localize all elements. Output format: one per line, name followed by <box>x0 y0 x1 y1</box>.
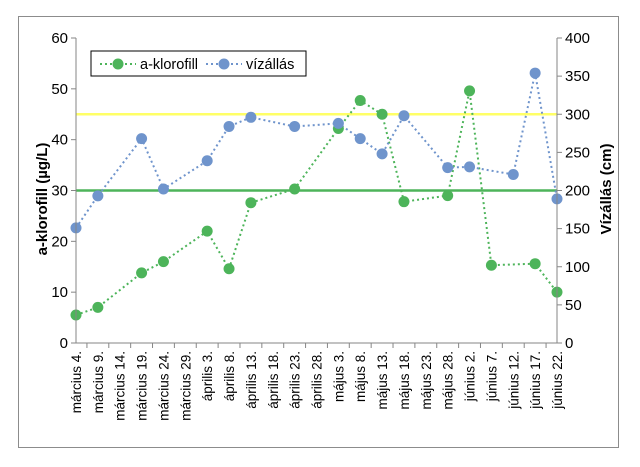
left-axis-ticks: 0 10 20 30 40 50 60 <box>51 30 76 352</box>
x-tick-label: június 17. <box>528 351 543 410</box>
x-tick-label: június 2. <box>463 351 478 402</box>
left-axis-title: a-klorofill (µg/L) <box>34 143 51 256</box>
legend-label-vizallas: vízállás <box>246 57 294 73</box>
left-tick-label: 40 <box>51 132 68 149</box>
data-point-vizallas <box>442 162 454 174</box>
legend-marker-vizallas <box>218 58 230 70</box>
data-point-vizallas <box>136 133 148 145</box>
right-tick-label: 0 <box>565 335 573 352</box>
x-tick-label: június 22. <box>550 351 565 410</box>
right-tick-label: 300 <box>565 106 590 123</box>
x-tick-label: május 13. <box>375 351 390 410</box>
legend-label-a-klorofill: a-klorofill <box>140 57 198 73</box>
data-point-a-klorofill <box>157 256 169 268</box>
data-point-vizallas <box>398 110 410 122</box>
data-point-vizallas <box>529 67 541 79</box>
x-tick-label: május 28. <box>441 351 456 410</box>
data-point-a-klorofill <box>485 259 497 271</box>
right-tick-label: 400 <box>565 30 590 47</box>
x-tick-label: május 3. <box>331 351 346 402</box>
x-tick-label: március 29. <box>178 351 193 421</box>
x-axis-ticks: március 4. március 9. március 14. március 1… <box>69 343 565 421</box>
data-point-a-klorofill <box>398 196 410 208</box>
x-tick-label: március 19. <box>135 351 150 421</box>
left-tick-label: 10 <box>51 284 68 301</box>
x-tick-label: április 3. <box>200 351 215 401</box>
data-point-a-klorofill <box>223 263 235 275</box>
data-point-vizallas <box>245 111 257 123</box>
legend-marker-a-klorofill <box>112 58 124 70</box>
data-point-vizallas <box>289 120 301 132</box>
series-line-a-klorofill <box>75 90 558 316</box>
right-tick-label: 350 <box>565 68 590 85</box>
data-point-a-klorofill <box>245 197 257 209</box>
right-tick-label: 50 <box>565 297 582 314</box>
data-point-vizallas <box>92 190 104 202</box>
right-tick-label: 100 <box>565 259 590 276</box>
left-tick-label: 60 <box>51 30 68 47</box>
x-tick-label: április 13. <box>244 351 259 409</box>
x-tick-label: május 23. <box>419 351 434 410</box>
data-point-vizallas <box>507 168 519 180</box>
x-tick-label: május 18. <box>397 351 412 410</box>
data-point-a-klorofill <box>201 225 213 237</box>
x-tick-label: április 23. <box>288 351 303 409</box>
data-point-vizallas <box>332 117 344 129</box>
x-tick-label: június 7. <box>484 351 499 402</box>
data-point-a-klorofill <box>136 267 148 279</box>
left-tick-label: 20 <box>51 233 68 250</box>
data-point-vizallas <box>157 183 169 195</box>
data-point-a-klorofill <box>354 95 366 107</box>
data-point-a-klorofill <box>92 301 104 313</box>
legend: a-klorofill vízállás <box>90 50 307 77</box>
right-axis-ticks: 0 50 100 150 200 250 300 350 400 <box>557 30 590 352</box>
x-tick-label: június 12. <box>506 351 521 410</box>
x-tick-label: április 8. <box>222 351 237 401</box>
right-tick-label: 200 <box>565 183 590 200</box>
right-axis-title: Vízállás (cm) <box>598 144 615 235</box>
data-point-a-klorofill <box>376 108 388 120</box>
x-tick-label: március 24. <box>156 351 171 421</box>
chart-frame <box>18 16 619 448</box>
data-point-vizallas <box>354 133 366 145</box>
data-point-a-klorofill <box>289 183 301 195</box>
series-points <box>70 67 563 321</box>
right-tick-label: 250 <box>565 144 590 161</box>
right-tick-label: 150 <box>565 221 590 238</box>
left-tick-label: 30 <box>51 183 68 200</box>
series-lines <box>75 72 558 316</box>
data-point-a-klorofill <box>529 258 541 270</box>
left-tick-label: 50 <box>51 81 68 98</box>
x-tick-label: március 4. <box>69 351 84 413</box>
data-point-vizallas <box>464 161 476 173</box>
x-tick-label: április 28. <box>310 351 325 409</box>
data-point-a-klorofill <box>464 85 476 97</box>
series-line-vizallas <box>75 72 558 229</box>
data-point-vizallas <box>376 148 388 160</box>
x-tick-label: április 18. <box>266 351 281 409</box>
left-tick-label: 0 <box>60 335 68 352</box>
x-tick-label: május 8. <box>353 351 368 402</box>
data-point-a-klorofill <box>442 190 454 202</box>
data-point-vizallas <box>223 120 235 132</box>
x-tick-label: március 9. <box>91 351 106 413</box>
x-tick-label: március 14. <box>113 351 128 421</box>
data-point-vizallas <box>201 155 213 167</box>
reference-lines <box>76 113 557 192</box>
